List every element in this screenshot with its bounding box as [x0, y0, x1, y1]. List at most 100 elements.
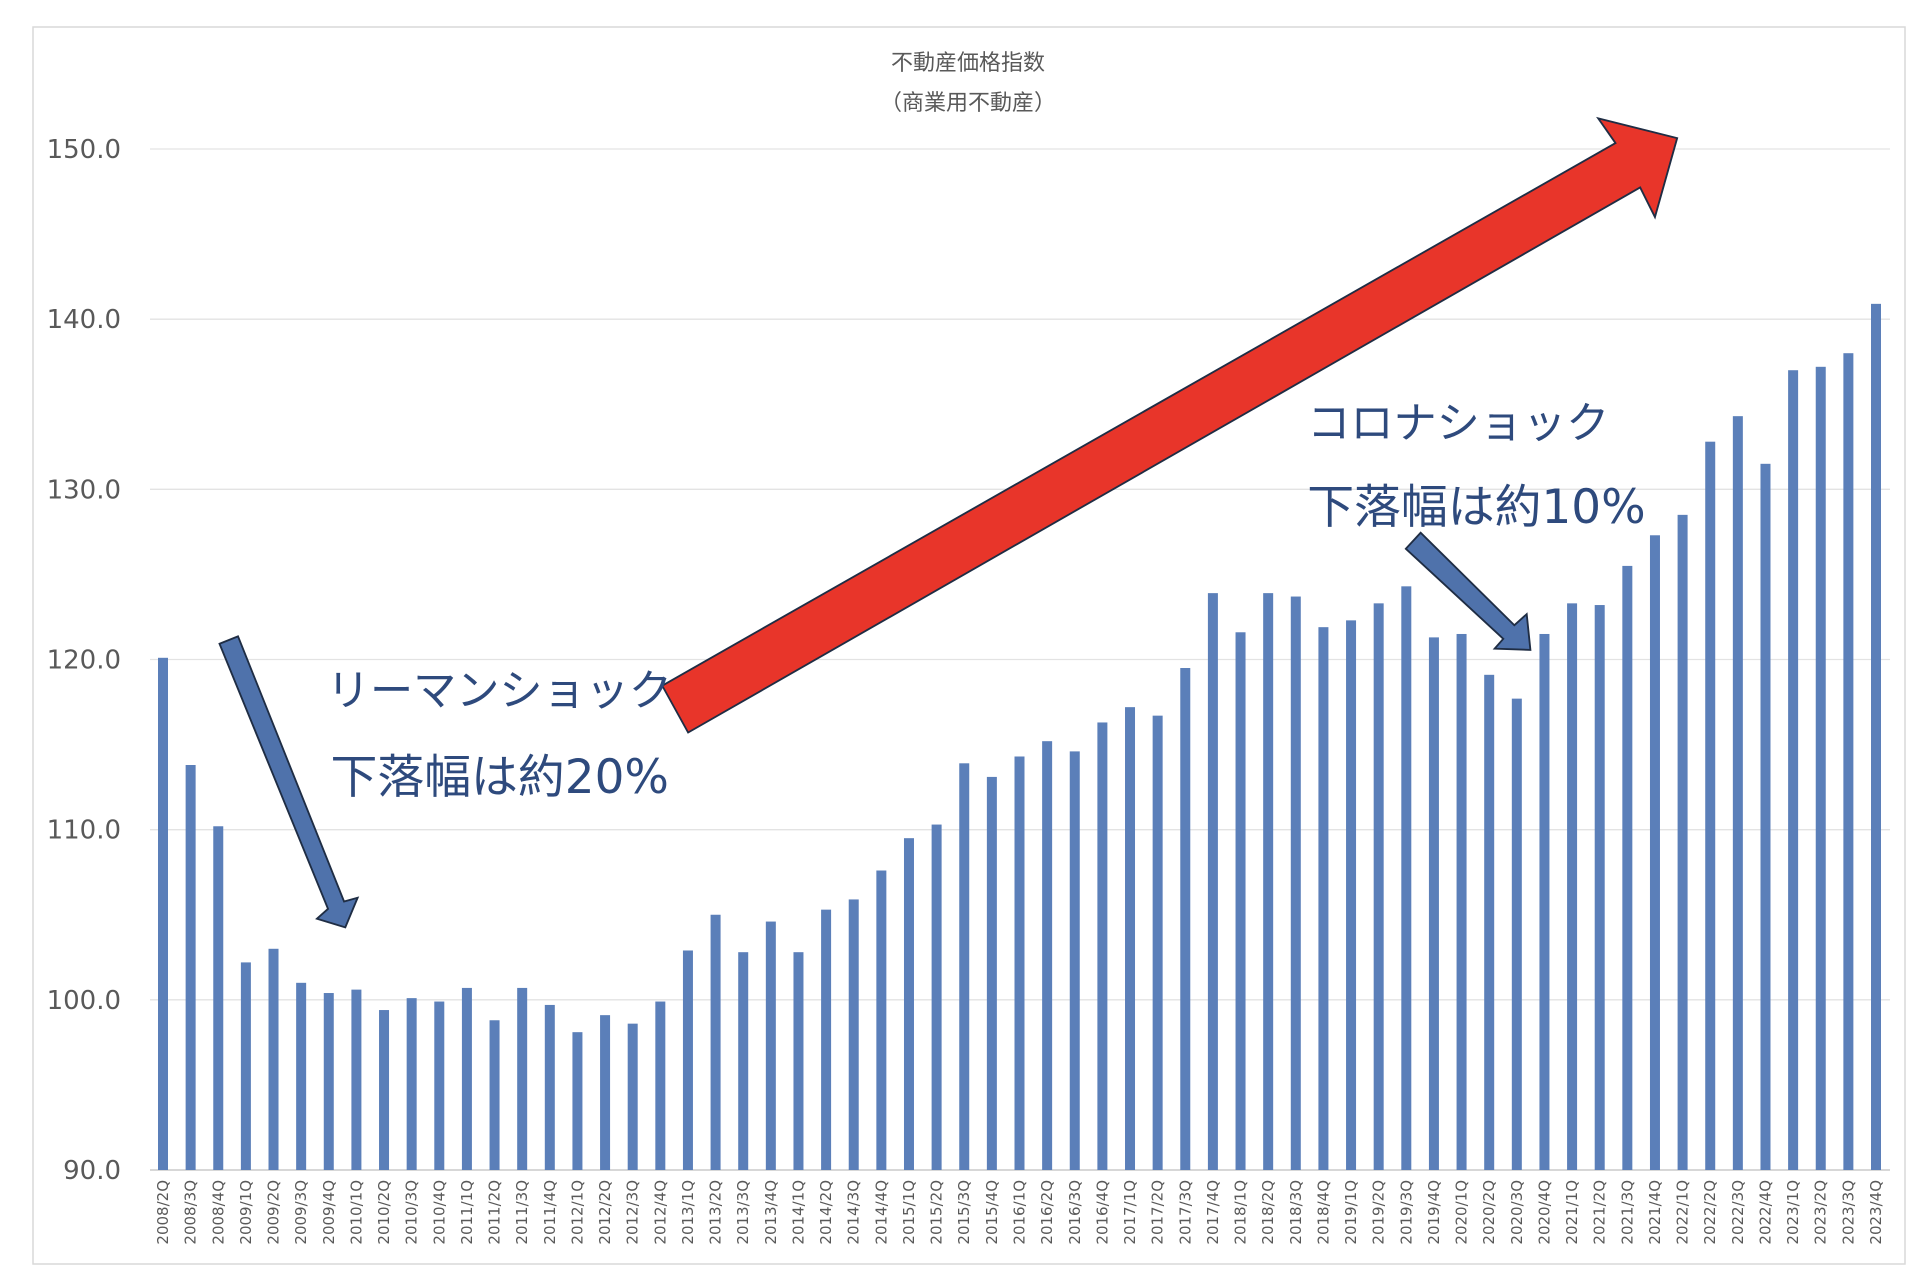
bar: [544, 1004, 555, 1170]
x-tick-label: 2010/4Q: [430, 1180, 448, 1245]
bar: [1760, 463, 1771, 1170]
bar: [1290, 596, 1301, 1170]
x-tick-label: 2008/3Q: [182, 1180, 200, 1245]
bar: [931, 824, 942, 1170]
bar: [1125, 707, 1136, 1170]
bar: [1373, 603, 1384, 1170]
bar: [793, 952, 804, 1170]
bar: [434, 1001, 445, 1170]
corona-label: コロナショック: [1307, 399, 1609, 449]
x-tick-label: 2022/4Q: [1756, 1180, 1774, 1245]
lehman-down-arrow: [218, 635, 360, 929]
x-tick-label: 2015/1Q: [900, 1180, 918, 1245]
bar: [738, 952, 749, 1170]
x-tick-label: 2010/3Q: [403, 1180, 421, 1245]
lehman-drop-label: 下落幅は約20%: [330, 751, 668, 805]
x-tick-label: 2013/2Q: [707, 1180, 725, 1245]
x-tick-label: 2022/2Q: [1701, 1180, 1719, 1245]
x-tick-label: 2018/1Q: [1232, 1180, 1250, 1245]
bar: [876, 870, 887, 1170]
bar: [765, 921, 776, 1170]
bar: [1788, 370, 1799, 1170]
bar: [1428, 637, 1439, 1170]
corona-down-arrow: [1404, 531, 1532, 651]
x-tick-label: 2018/2Q: [1259, 1180, 1277, 1245]
bar: [1346, 620, 1357, 1170]
x-tick-label: 2009/4Q: [320, 1180, 338, 1245]
x-tick-label: 2011/2Q: [486, 1180, 504, 1245]
x-tick-label: 2021/4Q: [1646, 1180, 1664, 1245]
x-axis-ticks: 2008/2Q 2008/3Q 2008/4Q 2009/1Q 2009/2Q 2009/…: [154, 1180, 1885, 1245]
y-tick-label: 90.0: [63, 1156, 121, 1186]
x-tick-label: 2016/1Q: [1011, 1180, 1029, 1245]
corona-drop-label: 下落幅は約10%: [1307, 481, 1645, 535]
x-tick-label: 2017/1Q: [1121, 1180, 1139, 1245]
lehman-label: リーマンショック: [327, 666, 672, 716]
bars: [158, 303, 1881, 1171]
bar: [1843, 353, 1854, 1170]
bar: [1180, 668, 1191, 1170]
bar: [351, 989, 362, 1170]
x-tick-label: 2014/3Q: [845, 1180, 863, 1245]
x-tick-label: 2009/1Q: [237, 1180, 255, 1245]
x-tick-label: 2018/3Q: [1287, 1180, 1305, 1245]
x-tick-label: 2021/1Q: [1563, 1180, 1581, 1245]
bar: [600, 1015, 611, 1170]
bar: [1069, 751, 1080, 1170]
bar: [821, 909, 832, 1170]
bar: [959, 763, 970, 1170]
bar: [1815, 366, 1826, 1170]
bar: [268, 948, 279, 1170]
x-tick-label: 2019/4Q: [1425, 1180, 1443, 1245]
x-tick-label: 2011/4Q: [541, 1180, 559, 1245]
x-tick-label: 2013/1Q: [679, 1180, 697, 1245]
bar: [213, 826, 224, 1170]
x-tick-label: 2017/4Q: [1204, 1180, 1222, 1245]
x-tick-label: 2013/4Q: [762, 1180, 780, 1245]
x-tick-label: 2015/4Q: [983, 1180, 1001, 1245]
bar: [1152, 715, 1163, 1170]
bar: [986, 776, 997, 1170]
x-tick-label: 2015/3Q: [955, 1180, 973, 1245]
x-tick-label: 2017/2Q: [1149, 1180, 1167, 1245]
bar: [627, 1023, 638, 1170]
x-tick-label: 2023/4Q: [1867, 1180, 1885, 1245]
x-tick-label: 2015/2Q: [928, 1180, 946, 1245]
y-tick-label: 100.0: [47, 986, 121, 1016]
bar: [379, 1010, 390, 1170]
bar: [1014, 756, 1025, 1170]
x-tick-label: 2016/2Q: [1038, 1180, 1056, 1245]
x-tick-label: 2011/1Q: [458, 1180, 476, 1245]
bar: [572, 1032, 583, 1170]
y-tick-label: 140.0: [47, 305, 121, 335]
x-tick-label: 2020/3Q: [1508, 1180, 1526, 1245]
x-tick-label: 2014/4Q: [872, 1180, 890, 1245]
bar: [158, 657, 168, 1170]
bar: [1511, 698, 1522, 1170]
x-tick-label: 2019/1Q: [1342, 1180, 1360, 1245]
x-tick-label: 2021/2Q: [1591, 1180, 1609, 1245]
x-tick-label: 2016/4Q: [1093, 1180, 1111, 1245]
x-tick-label: 2011/3Q: [513, 1180, 531, 1245]
x-tick-label: 2022/1Q: [1674, 1180, 1692, 1245]
x-tick-label: 2014/2Q: [817, 1180, 835, 1245]
x-tick-label: 2020/2Q: [1480, 1180, 1498, 1245]
x-tick-label: 2019/2Q: [1370, 1180, 1388, 1245]
x-tick-label: 2009/2Q: [265, 1180, 283, 1245]
bar: [682, 950, 693, 1170]
bar: [1097, 722, 1108, 1170]
bar: [296, 982, 307, 1170]
bar: [1567, 603, 1578, 1170]
x-tick-label: 2020/4Q: [1535, 1180, 1553, 1245]
bar: [1677, 514, 1688, 1170]
y-tick-label: 120.0: [47, 646, 121, 676]
chart-title: 不動産価格指数: [891, 51, 1045, 76]
bar: [1622, 565, 1633, 1170]
x-tick-label: 2022/3Q: [1729, 1180, 1747, 1245]
x-tick-label: 2018/4Q: [1314, 1180, 1332, 1245]
x-tick-label: 2012/2Q: [596, 1180, 614, 1245]
bar: [1649, 535, 1660, 1170]
bar: [848, 899, 859, 1170]
bar: [240, 962, 251, 1170]
